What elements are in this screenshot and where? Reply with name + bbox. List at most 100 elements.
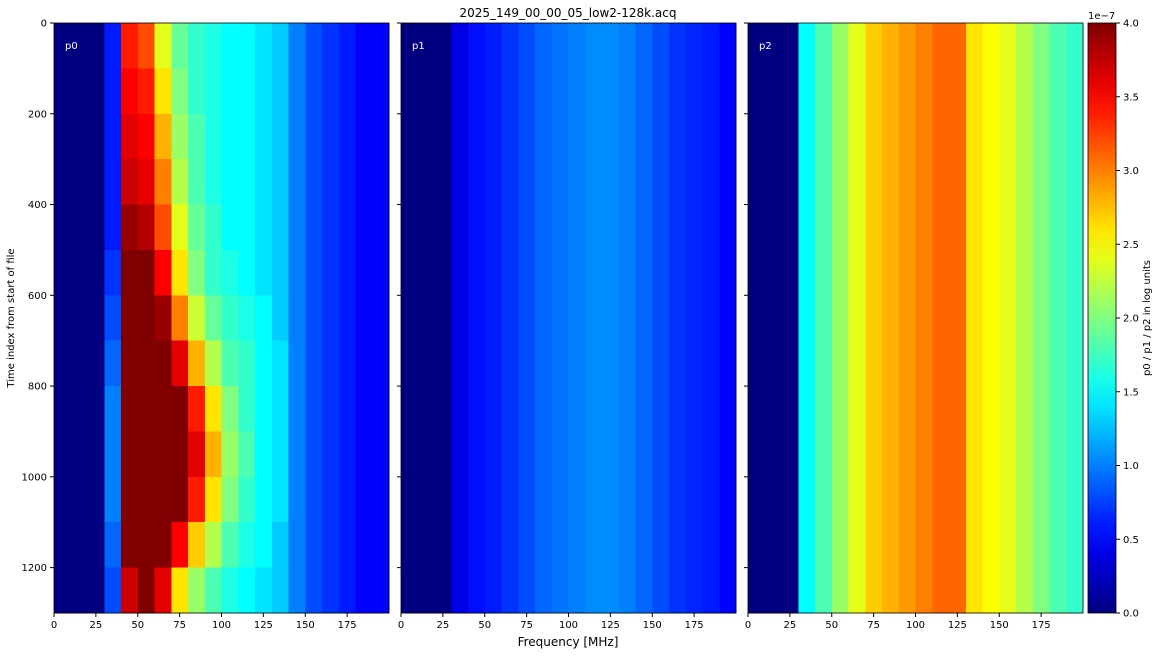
heatmap-cell [171,23,189,69]
heatmap-cell [898,23,917,614]
heatmap-cell [221,476,239,523]
panel-label: p1 [412,41,425,52]
x-tick-label: 50 [131,620,144,631]
heatmap-cell [154,386,172,433]
heatmap-cell [255,68,273,115]
heatmap-cell [104,295,122,342]
heatmap-cell [322,204,340,251]
heatmap-cell [915,23,933,614]
x-tick-label: 125 [948,620,967,631]
colorbar-tick-label: 1.0 [1123,461,1139,472]
heatmap-cell [137,249,156,296]
heatmap-cell [104,204,122,251]
heatmap-cell [54,204,72,251]
heatmap-cell [154,68,172,115]
heatmap-cell [288,431,306,478]
heatmap-cell [372,567,390,614]
heatmap-cell [87,522,105,569]
heatmap-cell [87,159,105,206]
heatmap-cell [305,431,323,478]
x-tick-label: 100 [906,620,925,631]
heatmap-cell [70,522,89,569]
heatmap-cell [238,476,256,523]
heatmap-cell [70,431,89,478]
heatmap-cell [137,204,156,251]
heatmap-cell [288,476,306,523]
heatmap-cell [238,431,256,478]
colorbar-tick-label: 3.5 [1123,92,1139,103]
heatmap-cell [355,431,373,478]
heatmap-cell [87,295,105,342]
heatmap-cell [238,567,256,614]
heatmap-cell [781,23,799,614]
heatmap-cell [322,113,340,160]
heatmap-cell [355,295,373,342]
y-tick-label: 0 [41,19,47,30]
heatmap-cell [70,113,89,160]
x-tick-label: 125 [254,620,273,631]
heatmap-cell [204,431,223,478]
heatmap-cell [355,386,373,433]
x-tick-label: 150 [643,620,662,631]
heatmap-cell [355,340,373,387]
heatmap-cell [154,113,172,160]
heatmap-cell [355,68,373,115]
heatmap-cell [188,23,206,69]
heatmap-cell [221,567,239,614]
x-tick-label: 150 [296,620,315,631]
heatmap-cell [322,340,340,387]
heatmap-cell [602,23,620,614]
heatmap-cell [204,476,223,523]
x-tick-label: 175 [338,620,357,631]
heatmap-cell [355,159,373,206]
heatmap-cell [322,295,340,342]
heatmap-cell [104,249,122,296]
colorbar-offset: 1e−7 [1088,11,1115,22]
colorbar-tick-label: 2.5 [1123,240,1139,251]
x-tick-label: 150 [990,620,1009,631]
heatmap-cell [171,522,189,569]
heatmap-cell [288,340,306,387]
heatmap-cell [372,159,390,206]
heatmap-cell [54,386,72,433]
heatmap-cell [322,23,340,69]
heatmap-cell [355,522,373,569]
heatmap-cell [121,295,139,342]
heatmap-cell [188,522,206,569]
heatmap-cell [288,295,306,342]
heatmap-cell [171,204,189,251]
heatmap-cell [255,295,273,342]
heatmap-cell [188,68,206,115]
heatmap-cell [372,340,390,387]
heatmap-cell [305,249,323,296]
heatmap-cell [188,567,206,614]
heatmap-cell [121,23,139,69]
heatmap-cell [305,476,323,523]
heatmap-cell [702,23,720,614]
heatmap-cell [221,522,239,569]
heatmap-cell [322,68,340,115]
heatmap-cell [87,340,105,387]
heatmap-cell [635,23,653,614]
heatmap-cell [70,23,89,69]
heatmap-cell [338,159,357,206]
heatmap-cell [121,249,139,296]
x-tick-label: 0 [745,620,751,631]
heatmap-cell [238,113,256,160]
heatmap-cell [154,476,172,523]
heatmap-cell [87,567,105,614]
chart-title: 2025_149_00_00_05_low2-128k.acq [460,6,677,20]
heatmap-cell [171,295,189,342]
heatmap-cell [154,431,172,478]
heatmap-cell [154,159,172,206]
heatmap-cell [137,113,156,160]
heatmap-cell [484,23,503,614]
heatmap-cell [221,68,239,115]
heatmap-cell [154,567,172,614]
heatmap-cell [221,249,239,296]
heatmap-cell [355,476,373,523]
heatmap-cell [87,204,105,251]
heatmap-cell [322,386,340,433]
heatmap-cell [271,159,290,206]
x-tick-label: 0 [51,620,57,631]
